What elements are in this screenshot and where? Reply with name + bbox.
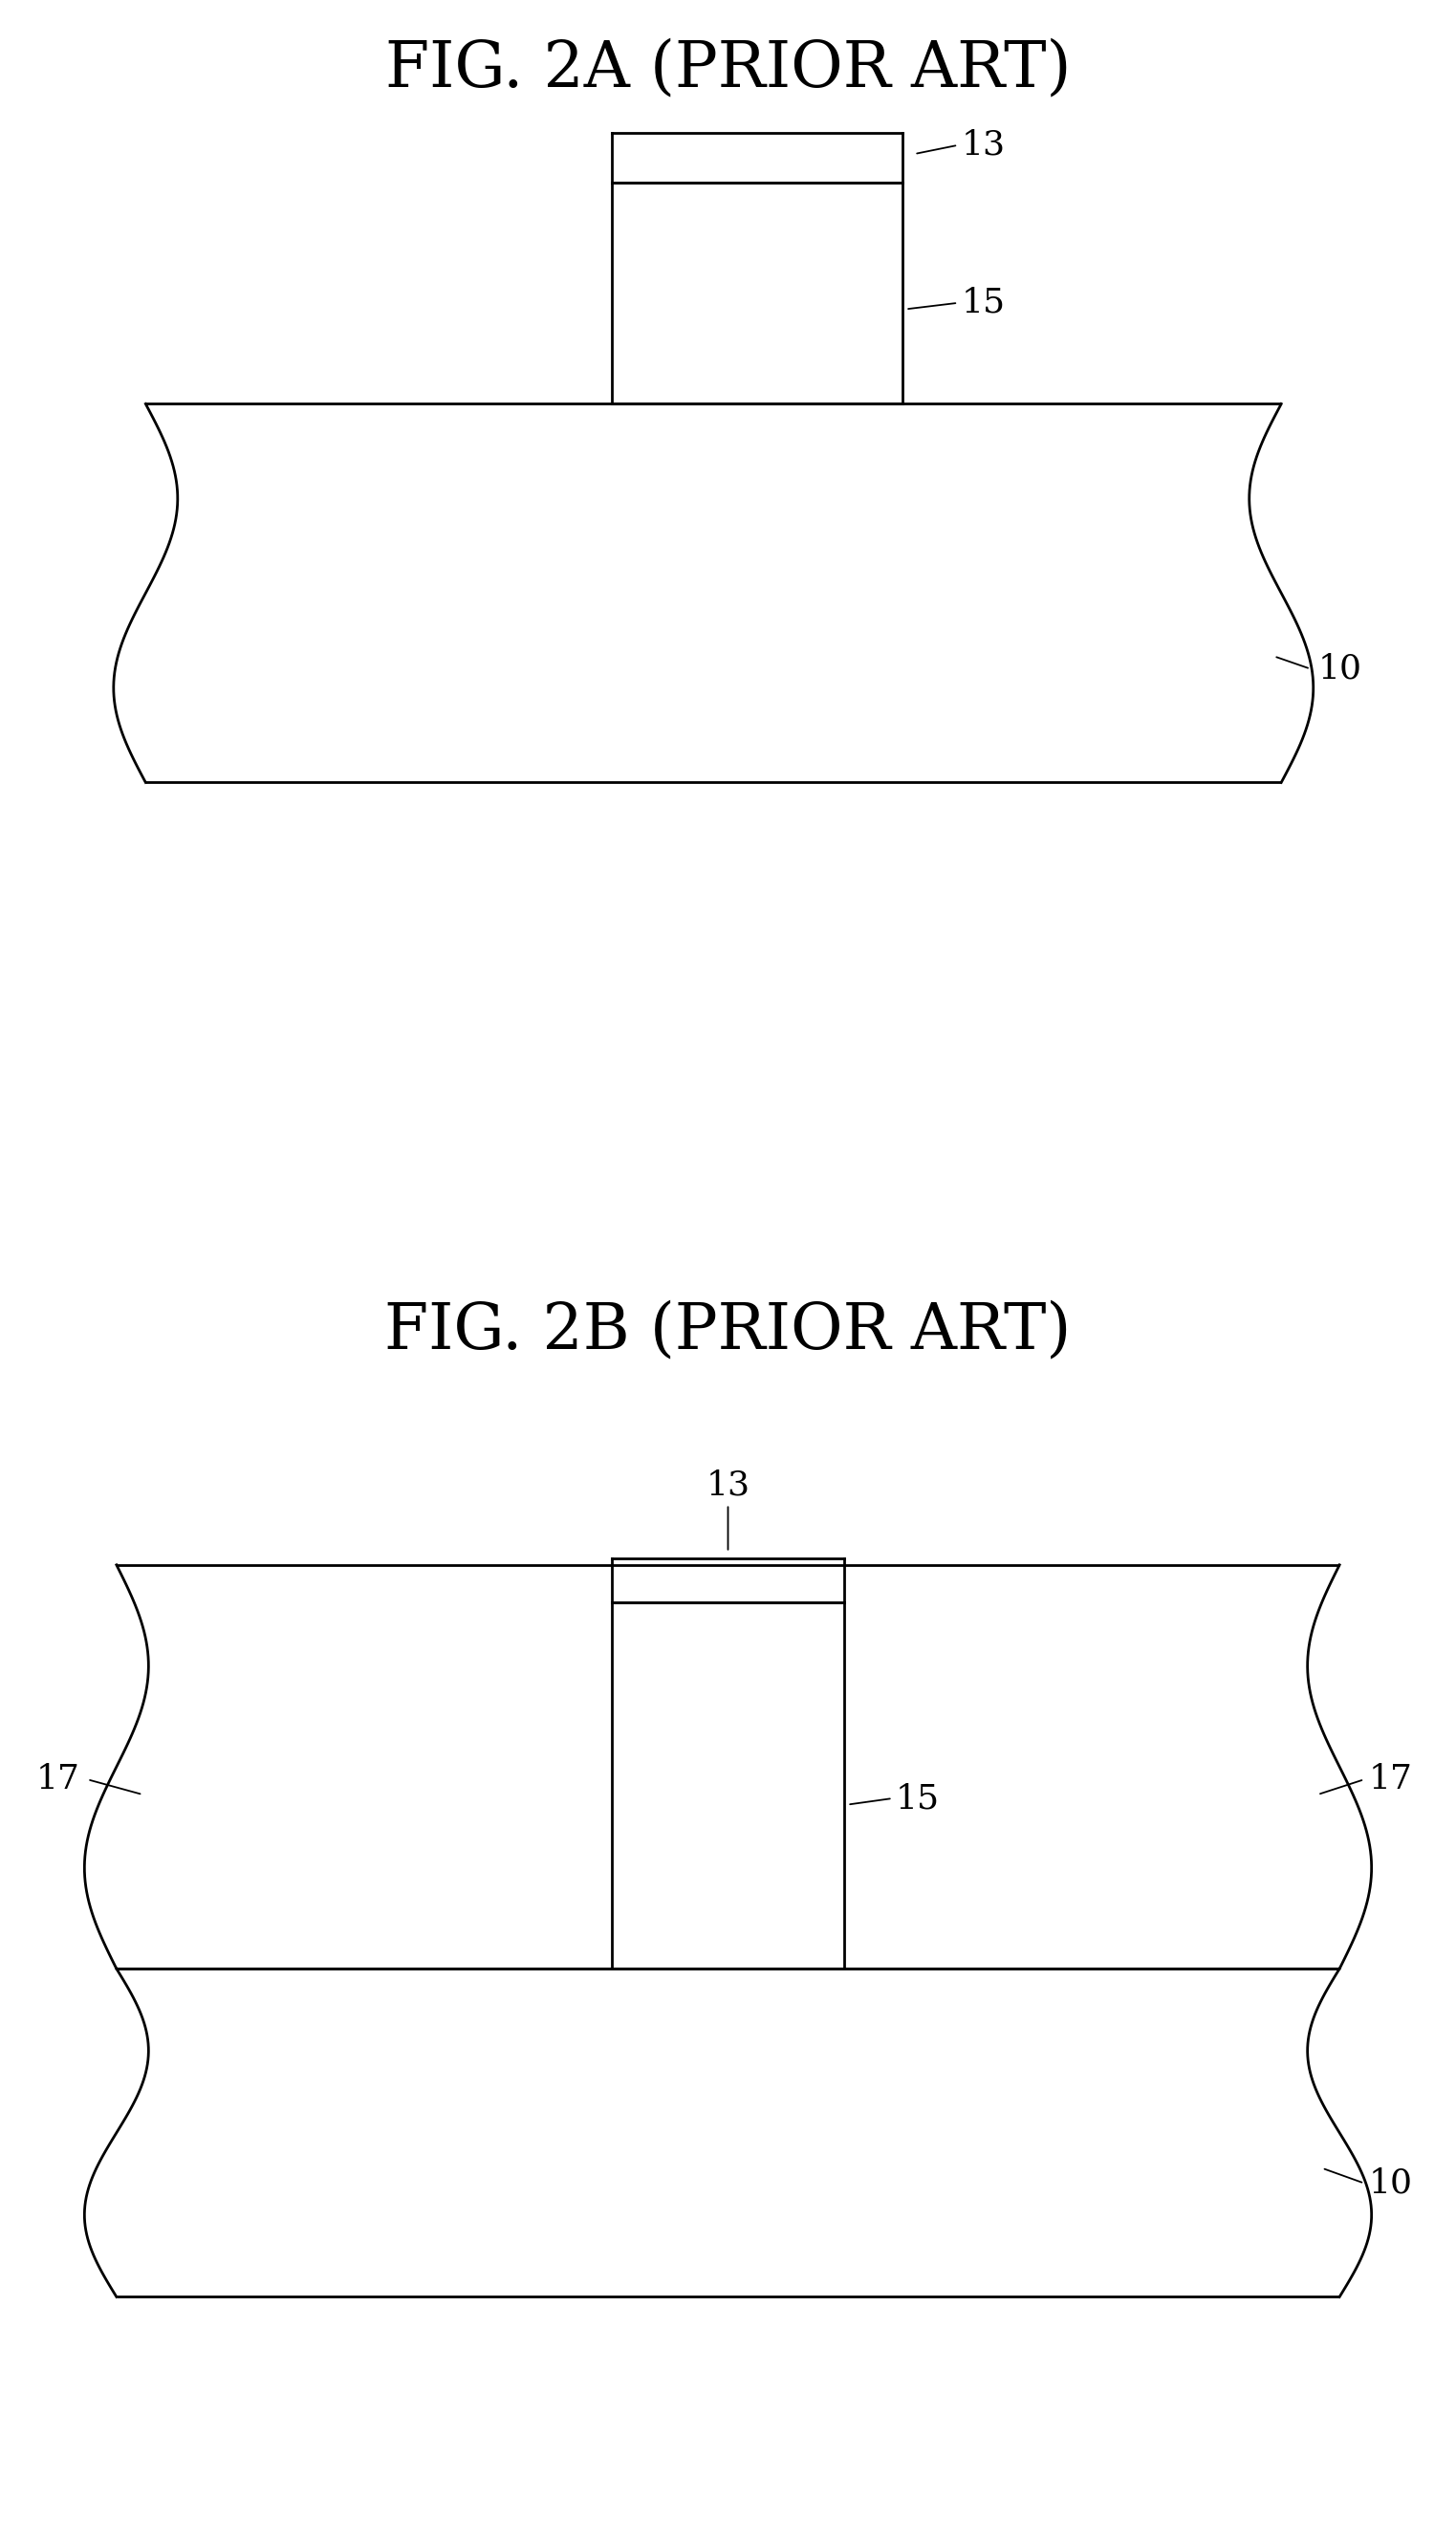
Text: 13: 13 xyxy=(706,1469,750,1502)
Text: FIG. 2B (PRIOR ART): FIG. 2B (PRIOR ART) xyxy=(384,1300,1072,1363)
Text: 17: 17 xyxy=(1369,1764,1412,1795)
Text: 13: 13 xyxy=(961,129,1005,162)
Text: FIG. 2A (PRIOR ART): FIG. 2A (PRIOR ART) xyxy=(384,38,1072,101)
Text: 15: 15 xyxy=(961,288,1005,318)
Text: 10: 10 xyxy=(1318,654,1361,684)
Text: 17: 17 xyxy=(36,1764,80,1795)
Text: 10: 10 xyxy=(1369,2168,1412,2198)
Text: 15: 15 xyxy=(895,1782,939,1815)
